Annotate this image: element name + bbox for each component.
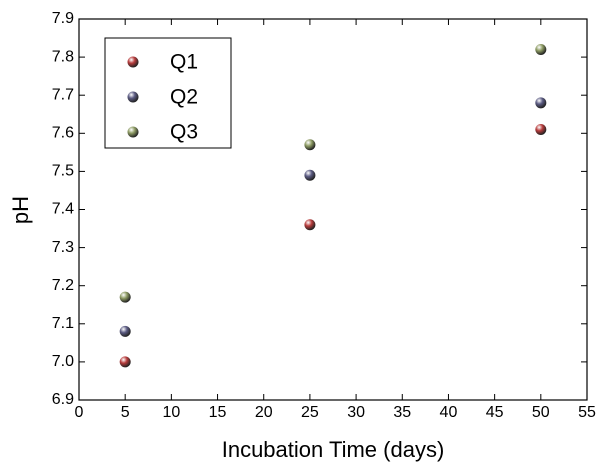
point	[119, 356, 131, 368]
point	[535, 43, 547, 55]
y-tick-label: 7.8	[52, 48, 74, 65]
y-tick-label: 7.4	[52, 201, 74, 218]
point	[304, 219, 316, 231]
y-tick-label: 7.5	[52, 163, 74, 180]
x-tick-label: 15	[209, 404, 227, 421]
x-tick-label: 10	[162, 404, 180, 421]
point	[304, 169, 316, 181]
legend-label: Q1	[170, 51, 198, 74]
x-tick-label: 25	[301, 404, 319, 421]
legend-label: Q2	[170, 86, 198, 109]
y-tick-label: 7.1	[52, 315, 74, 332]
y-tick-label: 7.3	[52, 239, 74, 256]
y-tick-label: 7.6	[52, 125, 74, 142]
point	[304, 139, 316, 151]
legend	[104, 37, 232, 149]
y-tick-label: 7.9	[52, 10, 74, 27]
legend-marker	[127, 126, 139, 138]
x-tick-label: 0	[75, 404, 84, 421]
x-tick-label: 35	[393, 404, 411, 421]
point	[535, 123, 547, 135]
x-tick-label: 5	[121, 404, 130, 421]
y-axis-label: pH	[8, 196, 33, 224]
y-tick-label: 7.0	[52, 353, 74, 370]
x-tick-label: 45	[486, 404, 504, 421]
x-tick-label: 20	[255, 404, 273, 421]
x-tick-label: 55	[578, 404, 596, 421]
legend-marker	[127, 91, 139, 103]
point	[535, 97, 547, 109]
y-tick-label: 6.9	[52, 391, 74, 408]
legend-marker	[127, 56, 139, 68]
point	[119, 325, 131, 337]
point	[119, 291, 131, 303]
x-axis-label: Incubation Time (days)	[222, 437, 445, 462]
y-tick-label: 7.7	[52, 86, 74, 103]
y-tick-label: 7.2	[52, 277, 74, 294]
legend-label: Q3	[170, 121, 198, 144]
x-tick-label: 30	[347, 404, 365, 421]
x-tick-label: 50	[532, 404, 550, 421]
x-tick-label: 40	[440, 404, 458, 421]
